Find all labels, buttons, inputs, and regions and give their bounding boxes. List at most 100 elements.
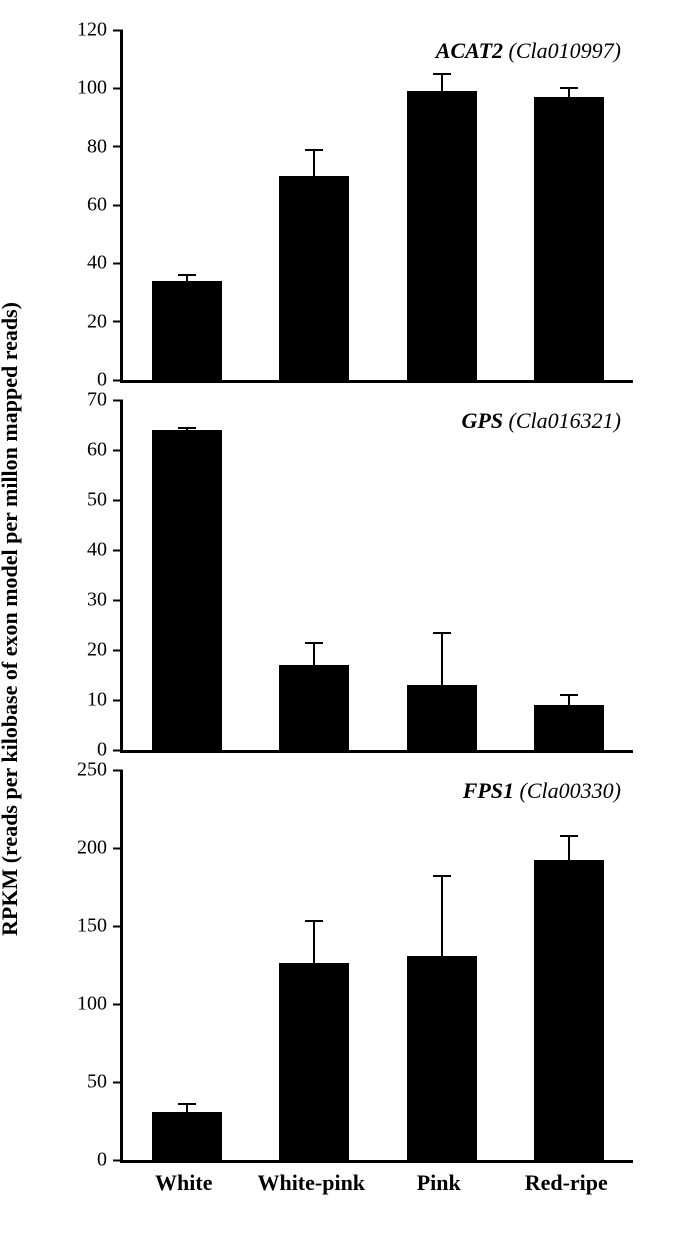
error-bar — [568, 695, 570, 705]
error-bar — [441, 876, 443, 956]
bar — [152, 281, 222, 380]
error-bar-cap — [560, 694, 578, 696]
y-tick: 20 — [67, 310, 123, 333]
x-label: Pink — [375, 1170, 503, 1196]
error-bar — [313, 921, 315, 963]
y-tick-label: 120 — [67, 19, 107, 42]
gene-id: (Cla010997) — [509, 38, 621, 63]
error-bar-cap — [305, 642, 323, 644]
y-tick-label: 50 — [67, 1071, 107, 1094]
y-tick-mark — [113, 925, 123, 927]
bar — [152, 430, 222, 750]
y-tick-label: 100 — [67, 77, 107, 100]
y-tick: 50 — [67, 489, 123, 512]
bar — [279, 963, 349, 1160]
y-tick: 40 — [67, 252, 123, 275]
y-tick-mark — [113, 399, 123, 401]
y-tick-mark — [113, 549, 123, 551]
error-bar-cap — [560, 835, 578, 837]
x-label: White — [120, 1170, 248, 1196]
bar — [407, 91, 477, 380]
y-tick-label: 80 — [67, 135, 107, 158]
bar — [407, 956, 477, 1160]
error-bar-cap — [178, 274, 196, 276]
y-tick: 200 — [67, 837, 123, 860]
y-tick-label: 0 — [67, 1149, 107, 1172]
y-tick-label: 70 — [67, 389, 107, 412]
error-bar-cap — [305, 920, 323, 922]
y-tick-mark — [113, 649, 123, 651]
error-bar — [186, 1104, 188, 1112]
panel-title: FPS1 (Cla00330) — [463, 778, 621, 804]
panel-gps: 010203040506070GPS (Cla016321) — [120, 400, 633, 753]
y-tick-mark — [113, 321, 123, 323]
y-tick-mark — [113, 699, 123, 701]
y-tick: 40 — [67, 539, 123, 562]
y-tick-label: 250 — [67, 759, 107, 782]
y-tick-label: 100 — [67, 993, 107, 1016]
y-tick-label: 20 — [67, 639, 107, 662]
y-tick: 120 — [67, 19, 123, 42]
error-bar — [441, 74, 443, 92]
bar — [152, 1112, 222, 1160]
y-tick-label: 40 — [67, 252, 107, 275]
y-tick-mark — [113, 1081, 123, 1083]
error-bar-cap — [433, 632, 451, 634]
y-tick-mark — [113, 499, 123, 501]
y-tick-label: 30 — [67, 589, 107, 612]
y-tick-label: 60 — [67, 194, 107, 217]
y-tick-label: 50 — [67, 489, 107, 512]
y-axis-label: RPKM (reads per kilobase of exon model p… — [0, 302, 23, 936]
y-tick-mark — [113, 204, 123, 206]
error-bar-cap — [433, 875, 451, 877]
y-tick-label: 150 — [67, 915, 107, 938]
error-bar — [313, 150, 315, 176]
y-tick-mark — [113, 769, 123, 771]
bar — [534, 860, 604, 1160]
gene-name: FPS1 — [463, 778, 520, 803]
y-tick-mark — [113, 1003, 123, 1005]
y-tick: 10 — [67, 689, 123, 712]
bar — [279, 176, 349, 380]
y-tick-mark — [113, 87, 123, 89]
gene-id: (Cla016321) — [509, 408, 621, 433]
panel-acat2: 020406080100120ACAT2 (Cla010997) — [120, 30, 633, 383]
panel-title: GPS (Cla016321) — [461, 408, 621, 434]
y-tick: 150 — [67, 915, 123, 938]
y-tick-label: 200 — [67, 837, 107, 860]
y-tick-mark — [113, 29, 123, 31]
y-tick-label: 10 — [67, 689, 107, 712]
y-tick: 80 — [67, 135, 123, 158]
y-tick: 0 — [67, 1149, 123, 1172]
gene-id: (Cla00330) — [520, 778, 621, 803]
y-tick-mark — [113, 379, 123, 381]
y-tick: 60 — [67, 439, 123, 462]
y-tick-mark — [113, 449, 123, 451]
error-bar — [441, 633, 443, 686]
gene-name: ACAT2 — [436, 38, 509, 63]
error-bar-cap — [305, 149, 323, 151]
figure: RPKM (reads per kilobase of exon model p… — [0, 0, 685, 1237]
gene-name: GPS — [461, 408, 508, 433]
y-tick: 70 — [67, 389, 123, 412]
y-tick: 30 — [67, 589, 123, 612]
error-bar-cap — [178, 1103, 196, 1105]
y-tick-label: 60 — [67, 439, 107, 462]
panel-fps1: 050100150200250FPS1 (Cla00330) — [120, 770, 633, 1163]
error-bar-cap — [560, 87, 578, 89]
y-tick-mark — [113, 749, 123, 751]
y-tick: 60 — [67, 194, 123, 217]
error-bar — [313, 643, 315, 666]
panel-title: ACAT2 (Cla010997) — [436, 38, 621, 64]
y-tick: 100 — [67, 77, 123, 100]
error-bar — [568, 88, 570, 97]
y-tick-mark — [113, 847, 123, 849]
y-tick-mark — [113, 262, 123, 264]
y-tick-label: 20 — [67, 310, 107, 333]
error-bar-cap — [178, 427, 196, 429]
x-axis-labels: WhiteWhite-pinkPinkRed-ripe — [120, 1170, 630, 1196]
y-tick: 250 — [67, 759, 123, 782]
y-tick: 100 — [67, 993, 123, 1016]
bar — [407, 685, 477, 750]
y-tick: 20 — [67, 639, 123, 662]
